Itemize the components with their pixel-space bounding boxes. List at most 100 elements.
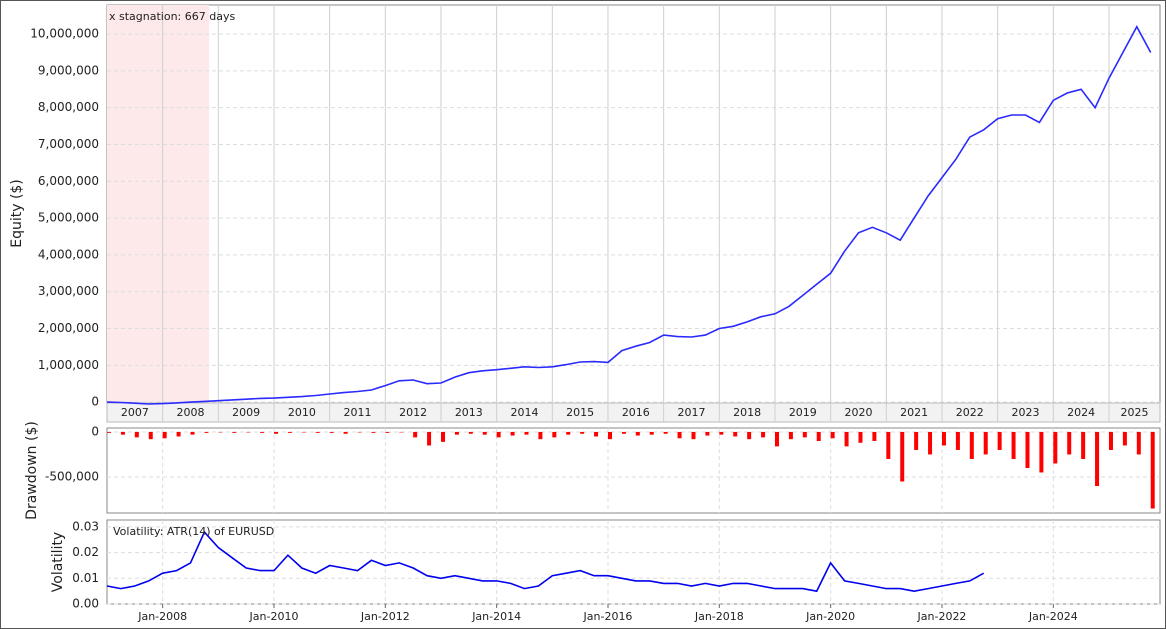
bar <box>315 431 320 433</box>
y-axis-label: Volatility <box>50 532 66 592</box>
year-label: 2024 <box>1067 406 1095 419</box>
year-strip <box>106 402 1161 423</box>
bar <box>607 431 612 440</box>
bar <box>774 431 779 447</box>
bar <box>802 431 807 438</box>
bar <box>719 431 724 435</box>
bar <box>788 431 793 440</box>
bar <box>120 431 125 435</box>
y-tick-label: 0 <box>91 395 99 409</box>
bar <box>649 431 654 435</box>
bar <box>162 431 167 439</box>
bar <box>1067 431 1072 455</box>
x-tick-label: Jan-2014 <box>471 610 521 623</box>
bar <box>329 431 334 433</box>
year-label: 2017 <box>677 406 705 419</box>
bar <box>1011 431 1016 459</box>
bar <box>1150 431 1155 509</box>
bar <box>1039 431 1044 473</box>
year-label: 2025 <box>1120 406 1148 419</box>
bar <box>858 431 863 443</box>
bar <box>997 431 1002 450</box>
x-tick-label: Jan-2012 <box>360 610 410 623</box>
y-tick-label: 8,000,000 <box>38 100 99 114</box>
bar <box>816 431 821 441</box>
year-label: 2009 <box>232 406 260 419</box>
x-tick-label: Jan-2022 <box>917 610 967 623</box>
bar <box>454 431 459 435</box>
bar <box>371 431 376 433</box>
y-tick-label: 9,000,000 <box>38 63 99 77</box>
bar <box>427 431 432 446</box>
plot-area <box>106 4 1161 423</box>
year-label: 2022 <box>956 406 984 419</box>
year-label: 2015 <box>566 406 594 419</box>
bar <box>969 431 974 459</box>
year-label: 2016 <box>622 406 650 419</box>
y-tick-label: 0 <box>91 424 99 438</box>
y-axis-label: Equity ($) <box>9 179 25 248</box>
y-tick-label: 0.02 <box>72 545 99 559</box>
y-tick-label: 5,000,000 <box>38 211 99 225</box>
bar <box>190 431 195 435</box>
bar <box>273 431 278 434</box>
y-tick-label: 6,000,000 <box>38 174 99 188</box>
bar <box>886 431 891 459</box>
bar <box>107 431 111 433</box>
y-tick-label: 1,000,000 <box>38 358 99 372</box>
year-label: 2020 <box>844 406 872 419</box>
bar <box>1081 431 1086 459</box>
bar <box>830 431 835 439</box>
y-tick-label: 0.00 <box>72 597 99 611</box>
bar <box>635 431 640 436</box>
year-label: 2011 <box>343 406 371 419</box>
year-label: 2007 <box>121 406 149 419</box>
bar <box>983 431 988 455</box>
bar <box>232 431 237 433</box>
bar <box>287 431 292 433</box>
bar <box>928 431 933 455</box>
year-label: 2018 <box>733 406 761 419</box>
bar <box>900 431 905 482</box>
year-label: 2019 <box>789 406 817 419</box>
y-tick-label: 3,000,000 <box>38 284 99 298</box>
y-tick-label: 7,000,000 <box>38 137 99 151</box>
bar <box>538 431 543 440</box>
bar <box>872 431 877 441</box>
bar <box>594 431 599 437</box>
bar <box>260 431 265 433</box>
bar <box>941 431 946 446</box>
x-tick-label: Jan-2016 <box>583 610 633 623</box>
bar <box>1053 431 1058 464</box>
y-axis-label: Drawdown ($) <box>24 421 40 520</box>
bar <box>566 431 571 435</box>
x-tick-label: Jan-2020 <box>805 610 855 623</box>
bar <box>385 431 390 433</box>
stagnation-zone <box>107 5 210 422</box>
bar <box>677 431 682 439</box>
bar <box>733 431 738 437</box>
y-tick-label: 2,000,000 <box>38 321 99 335</box>
y-tick-label: -500,000 <box>45 469 99 483</box>
bar <box>621 431 626 434</box>
series-line <box>106 25 1152 405</box>
bar <box>343 431 348 434</box>
bar <box>148 431 153 440</box>
year-label: 2012 <box>399 406 427 419</box>
annotation: x stagnation: 667 days <box>109 10 235 23</box>
year-label: 2010 <box>288 406 316 419</box>
bar <box>914 431 919 450</box>
bar <box>580 431 585 434</box>
year-label: 2014 <box>510 406 538 419</box>
bar <box>413 431 418 438</box>
bar <box>482 431 487 435</box>
bar <box>705 431 710 436</box>
y-tick-label: 4,000,000 <box>38 247 99 261</box>
bar <box>440 431 445 442</box>
bar <box>176 431 181 437</box>
bar <box>552 431 557 438</box>
bar <box>955 431 960 450</box>
bar <box>468 431 473 434</box>
bar <box>524 431 529 435</box>
